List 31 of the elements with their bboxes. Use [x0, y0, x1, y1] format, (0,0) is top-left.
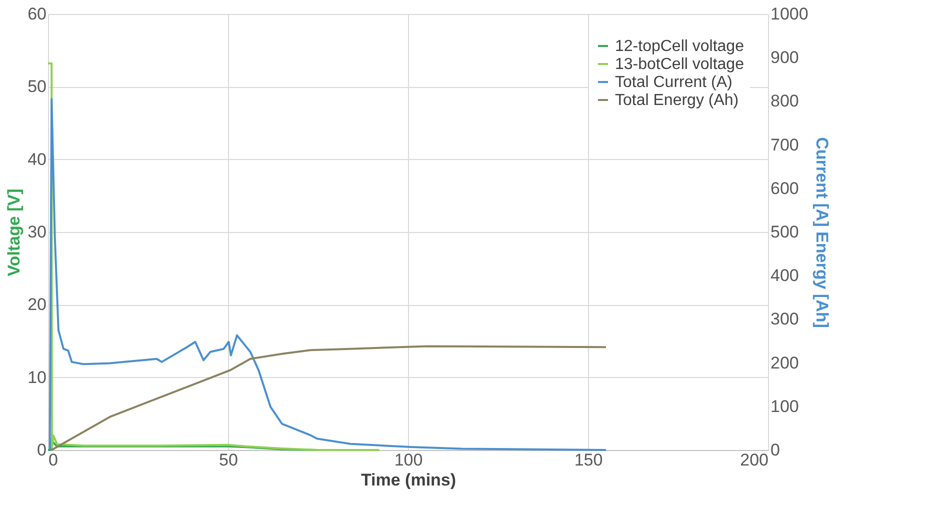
y-axis-title: Voltage [V]	[4, 188, 24, 276]
y2-tick-label: 300	[770, 310, 799, 329]
y-tick-label: 30	[28, 222, 46, 242]
x-tick-label: 100	[394, 450, 423, 470]
x-tick-label: 50	[219, 450, 238, 470]
x-tick-label: 0	[48, 450, 58, 470]
line-series	[50, 345, 607, 451]
y2-tick-label: 1000	[770, 4, 808, 24]
legend-label: Total Energy (Ah)	[615, 92, 739, 109]
y-tick-label: 10	[28, 368, 46, 387]
y2-tick-label: 900	[770, 48, 799, 68]
y2-tick-label: 200	[770, 353, 799, 372]
y2-tick-label: 800	[770, 92, 799, 111]
x-tick-label: 200	[740, 450, 768, 470]
x-tick-label: 150	[574, 450, 603, 470]
legend-label: 12-topCell voltage	[615, 38, 744, 55]
y2-axis-title: Current [A] Energy [Ah]	[812, 137, 832, 328]
y2-tick-label: 600	[770, 178, 799, 198]
y-tick-label: 50	[28, 77, 46, 96]
line-series	[48, 98, 607, 451]
legend-label: Total Current (A)	[615, 74, 732, 91]
legend-label: 13-botCell voltage	[615, 56, 744, 73]
y2-tick-label: 700	[770, 135, 799, 154]
y2-tick-label: 500	[770, 222, 799, 242]
x-axis-title: Time (mins)	[360, 470, 456, 490]
line-series	[47, 62, 380, 451]
y-tick-label: 20	[28, 295, 46, 314]
y2-tick-label: 100	[770, 396, 799, 416]
y-tick-label: 40	[28, 150, 46, 169]
y-tick-label: 60	[28, 4, 46, 24]
y2-tick-label: 400	[770, 266, 799, 286]
